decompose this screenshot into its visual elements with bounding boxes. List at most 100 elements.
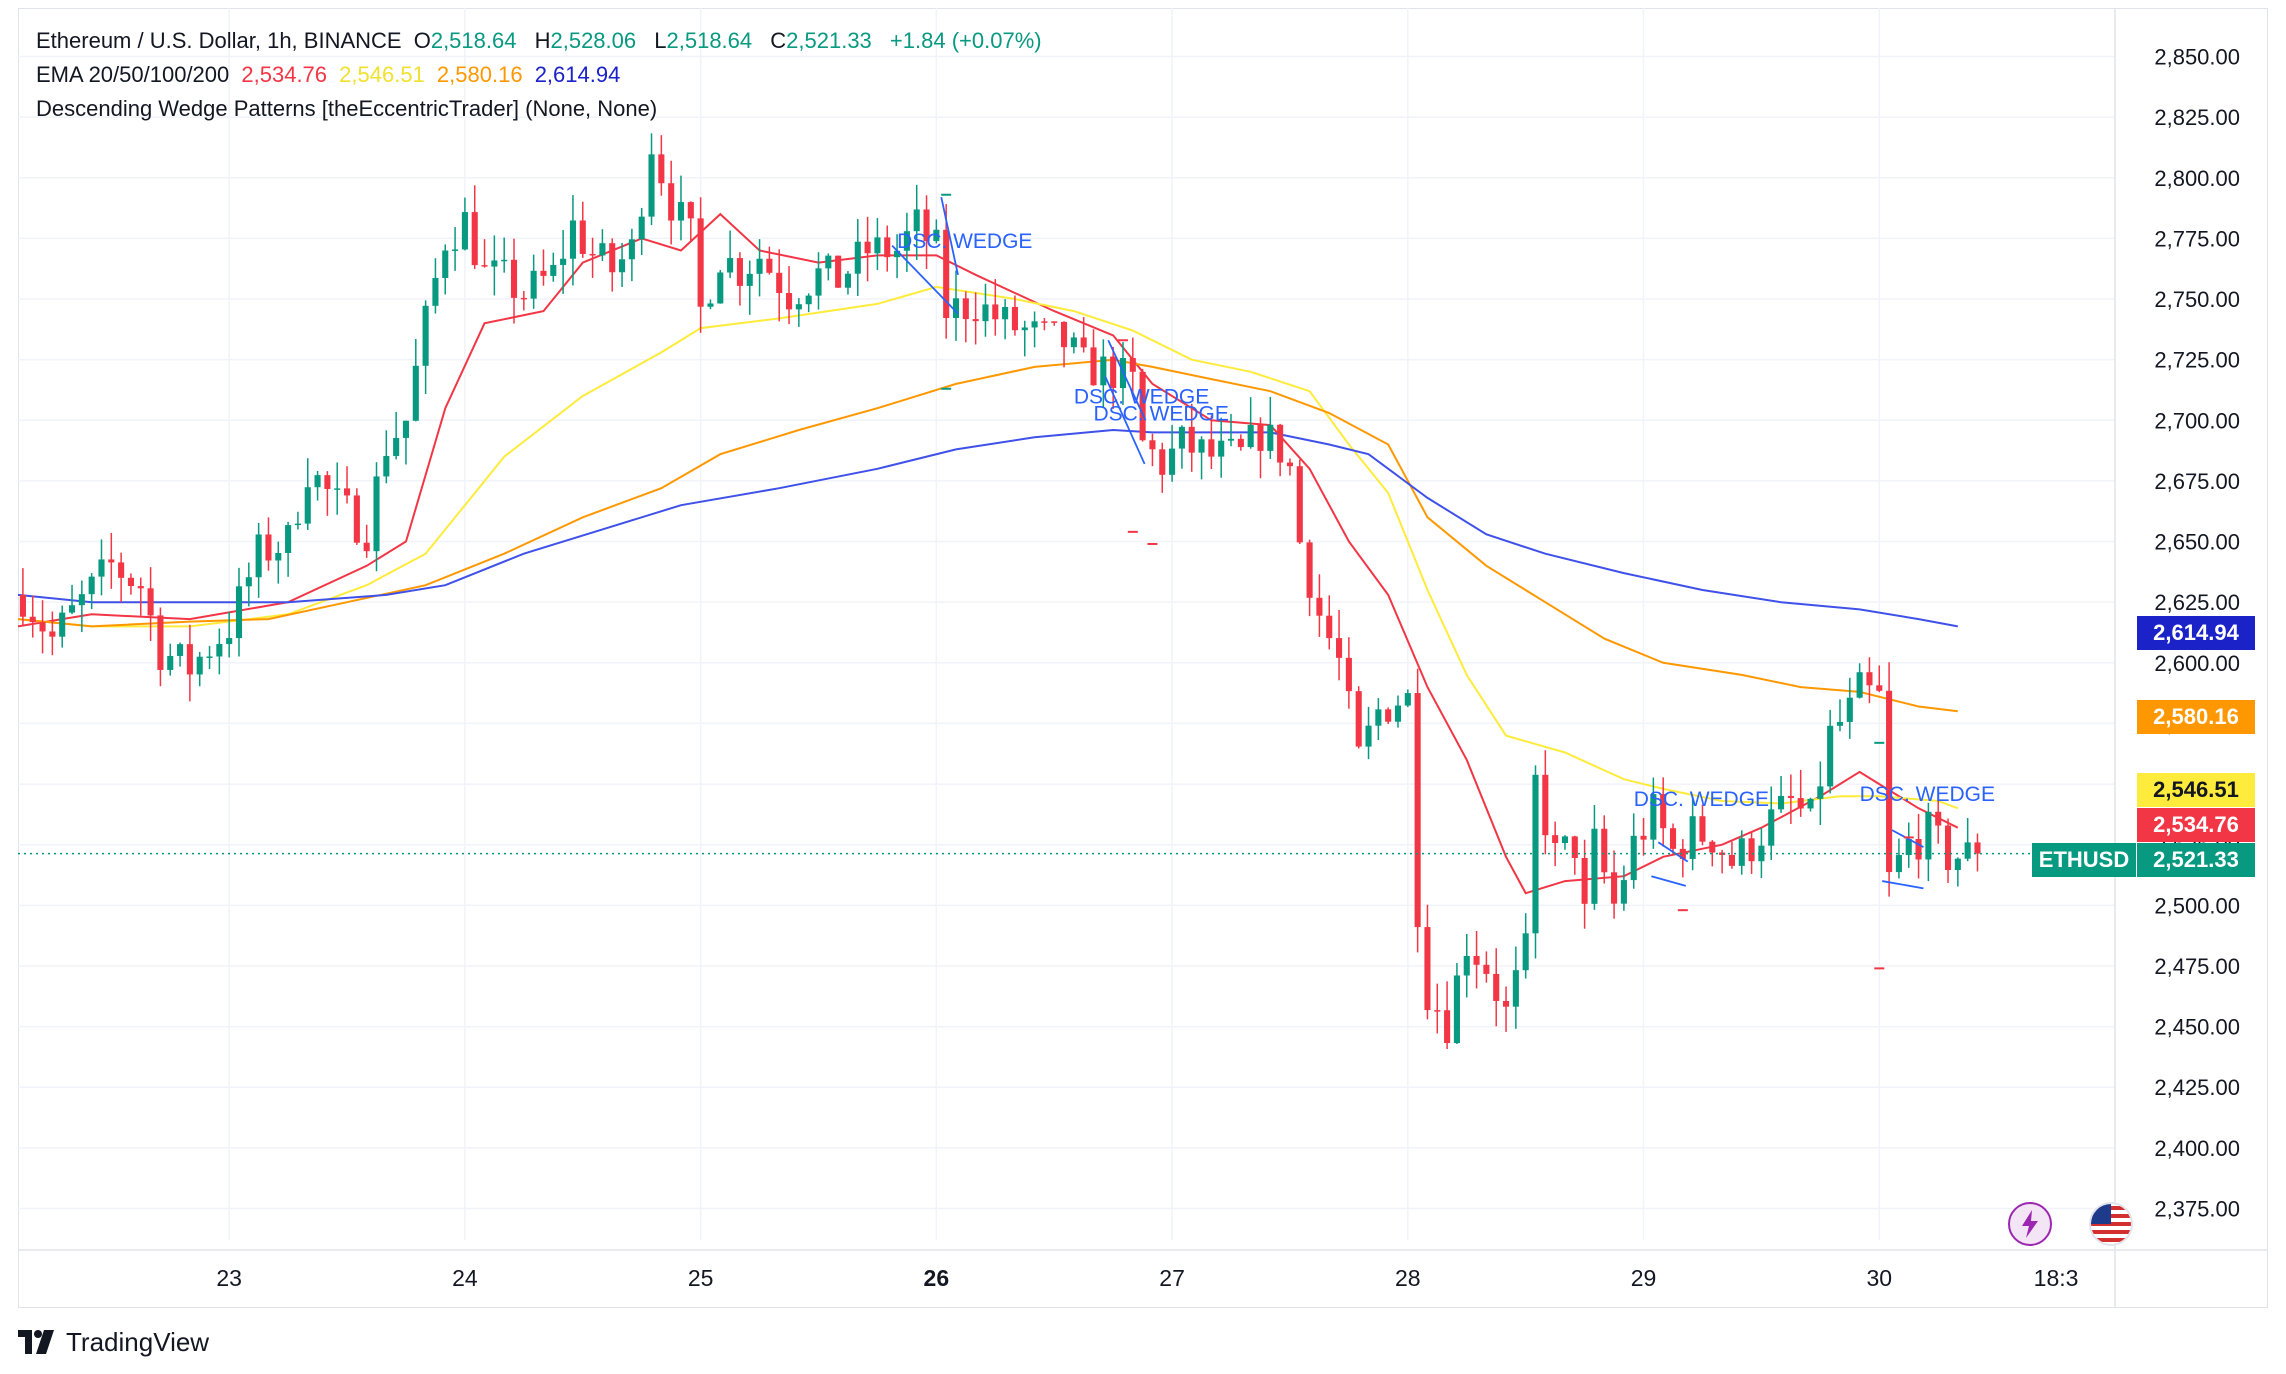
candle-body (1296, 466, 1303, 543)
candle-body (1954, 858, 1961, 870)
candle-body (894, 250, 901, 258)
candle-body (1709, 841, 1716, 853)
time-axis[interactable]: 23 24 25 26 27 28 29 30 18:3 (18, 8, 2268, 1308)
candle-body (1473, 955, 1480, 965)
ema100-value: 2,580.16 (436, 62, 523, 87)
ema50-value: 2,546.51 (339, 62, 425, 87)
chart-frame (18, 8, 2268, 1308)
candle-body (1237, 438, 1244, 448)
ema200-value: 2,614.94 (534, 62, 621, 87)
candle-body (78, 594, 85, 606)
candle-body (127, 577, 134, 587)
candle-body (1394, 705, 1402, 722)
open-value: 2,518.64 (430, 28, 517, 53)
candle-body (1227, 438, 1235, 441)
candle-body (206, 656, 213, 658)
candle-body (442, 250, 449, 278)
candle-body (972, 319, 979, 322)
candle-body (1188, 426, 1195, 453)
price-tick-label: 2,625.00 (2154, 590, 2240, 615)
candle-body (1797, 798, 1804, 809)
candle-body (933, 229, 940, 242)
candle-body (137, 586, 144, 589)
candle-body (1286, 462, 1293, 467)
ema-legend-label[interactable]: EMA 20/50/100/200 (36, 62, 230, 87)
candle-body (1807, 798, 1814, 809)
candle-body (1277, 424, 1284, 463)
candle-body (677, 202, 685, 221)
candle-body (952, 298, 960, 319)
candle-body (1591, 828, 1598, 904)
candle-body (1925, 811, 1932, 860)
candle-body (1208, 439, 1215, 457)
candle-body (1031, 321, 1038, 328)
candle-body (88, 576, 95, 595)
candle-body (962, 298, 969, 320)
candle-body (1375, 709, 1382, 726)
wedge-indicator-label[interactable]: Descending Wedge Patterns [theEccentricT… (36, 96, 658, 121)
symbol-title[interactable]: Ethereum / U.S. Dollar, 1h, BINANCE (36, 28, 402, 53)
tradingview-logo-icon (18, 1330, 54, 1354)
ema100-price-badge: 2,580.16 (2137, 700, 2255, 734)
candle-body (412, 365, 419, 421)
candle-body (1139, 371, 1146, 441)
candle-body (49, 631, 56, 637)
candle-body (825, 255, 832, 269)
candle-body (1876, 685, 1883, 691)
candle-body (1267, 424, 1274, 451)
candle-body (1355, 691, 1362, 747)
candle-body (167, 655, 174, 670)
candle-body (903, 231, 910, 251)
ema20-value: 2,534.76 (241, 62, 328, 87)
candle-body (550, 264, 557, 276)
candle-body (108, 559, 115, 563)
candle-body (844, 273, 852, 288)
candle-body (835, 255, 842, 288)
candle-body (1935, 811, 1942, 826)
price-tick-label: 2,675.00 (2154, 469, 2240, 494)
candle-body (1326, 615, 1333, 639)
candle-body (1944, 825, 1952, 870)
candle-body (1620, 880, 1627, 904)
candle-body (1660, 794, 1667, 829)
wedge-lower-line (1104, 376, 1146, 465)
tradingview-logo[interactable]: TradingView (18, 1325, 209, 1359)
candle-body (216, 644, 223, 657)
price-tick-label: 2,375.00 (2154, 1196, 2240, 1221)
candle-body (1542, 774, 1549, 836)
price-tick-label: 2,425.00 (2154, 1075, 2240, 1100)
candle-body (304, 487, 311, 524)
candle-body (343, 488, 351, 496)
candle-body (1886, 690, 1893, 873)
candle-body (1080, 337, 1087, 348)
candle-body (1306, 542, 1313, 598)
candle-body (1905, 839, 1912, 856)
candle-body (510, 259, 518, 298)
candle-body (864, 241, 871, 254)
candle-body (1532, 774, 1539, 934)
candle-body (235, 586, 243, 639)
candle-body (19, 594, 26, 617)
wedge-upper-line (1657, 841, 1689, 863)
candle-body (923, 209, 930, 242)
wedge-indicator-legend[interactable]: Descending Wedge Patterns [theEccentricT… (36, 96, 663, 122)
tradingview-wordmark: TradingView (66, 1326, 210, 1357)
ema-legend[interactable]: EMA 20/50/100/200 2,534.76 2,546.51 2,58… (36, 62, 626, 88)
candle-body (402, 420, 410, 438)
candle-body (619, 259, 626, 273)
time-tick-label: 30 (1866, 1265, 1892, 1291)
candle-body (294, 523, 301, 526)
price-tick-label: 2,400.00 (2154, 1136, 2240, 1161)
candle-body (1856, 672, 1863, 698)
candle-body (1247, 424, 1254, 448)
candle-body (1021, 327, 1028, 331)
candle-body (373, 476, 380, 552)
candles (19, 133, 1981, 1050)
candle-body (589, 253, 596, 256)
time-tick-label: 23 (216, 1265, 242, 1291)
symbol-legend[interactable]: Ethereum / U.S. Dollar, 1h, BINANCE O2,5… (36, 28, 1048, 54)
candle-body (1758, 845, 1765, 862)
us-flag-icon[interactable] (2089, 1202, 2133, 1246)
lightning-icon[interactable] (2008, 1202, 2052, 1246)
